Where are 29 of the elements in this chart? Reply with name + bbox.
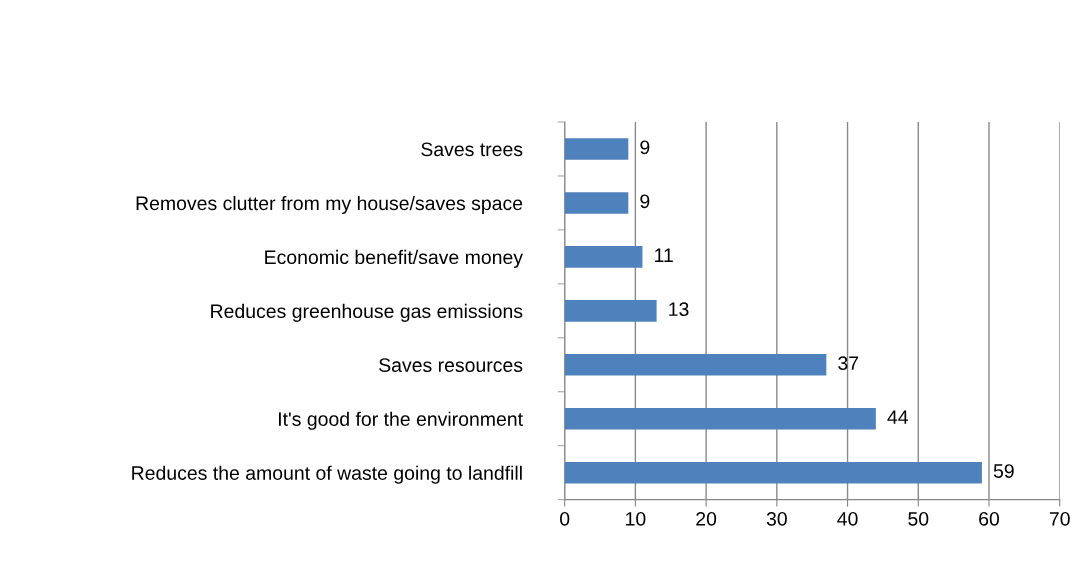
bar [564, 192, 629, 214]
data-label: 13 [669, 302, 689, 317]
data-label: 59 [993, 464, 1014, 478]
bar [564, 138, 629, 160]
y-tick-label: Removes clutter from my house/saves space [136, 195, 523, 215]
bar [564, 246, 643, 268]
x-tick-label: 70 [1049, 511, 1070, 526]
y-tick-label: Economic benefit/save money [265, 249, 523, 268]
data-label: 44 [887, 410, 909, 424]
y-tick-label: It's good for the environment [278, 411, 523, 430]
bar [564, 461, 982, 484]
x-tick-label: 40 [837, 511, 858, 526]
x-tick-label: 60 [979, 511, 1000, 526]
y-tick-label: Reduces greenhouse gas emissions [211, 303, 523, 322]
bar [564, 300, 657, 322]
data-label: 37 [838, 356, 859, 370]
y-tick-label: Reduces the amount of waste going to landfill [132, 465, 522, 484]
data-label: 11 [655, 248, 673, 262]
bar [564, 407, 876, 430]
data-label: 9 [640, 140, 650, 155]
x-tick-label: 20 [696, 511, 717, 526]
y-tick-label: Saves trees [421, 142, 523, 157]
data-label: 9 [640, 194, 650, 209]
y-tick-label: Saves resources [379, 358, 523, 373]
x-tick-label: 10 [626, 511, 646, 526]
x-tick-label: 30 [766, 511, 787, 526]
bar [564, 353, 827, 376]
x-tick-label: 0 [560, 511, 570, 526]
x-tick-label: 50 [908, 511, 929, 526]
